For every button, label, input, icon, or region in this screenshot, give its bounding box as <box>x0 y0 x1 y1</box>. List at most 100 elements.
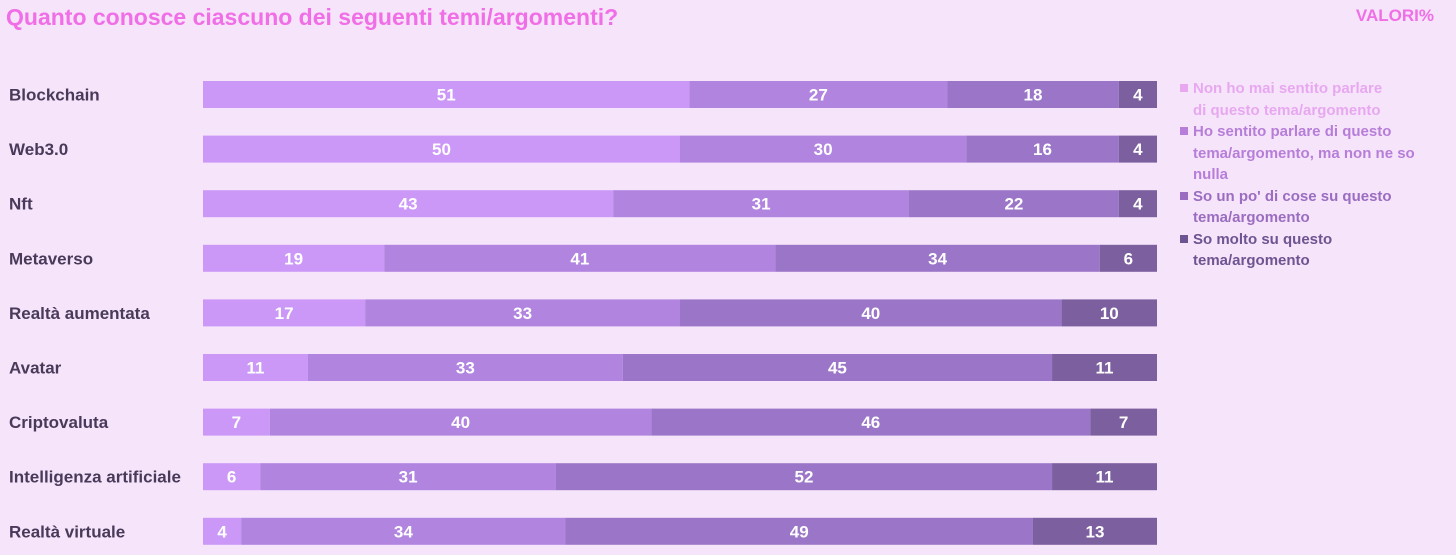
chart-title: Quanto conosce ciascuno dei seguenti tem… <box>6 4 619 30</box>
segment-value-label: 51 <box>437 86 456 105</box>
segment-value-label: 41 <box>570 249 589 268</box>
bar-segment <box>203 81 690 108</box>
segment-value-label: 40 <box>451 413 470 432</box>
bar-segment <box>555 463 1053 491</box>
bar-segment <box>1118 81 1157 108</box>
bar-row: Criptovaluta 7 40 46 7 <box>9 408 1157 436</box>
segment-value-label: 4 <box>1133 86 1143 105</box>
segment-value-label: 6 <box>227 468 236 487</box>
legend-item: So molto su questo tema/argomento <box>1180 229 1450 272</box>
bar-segment <box>1052 354 1157 381</box>
bar-segment <box>203 190 614 218</box>
bar-segment <box>966 135 1119 163</box>
segment-value-label: 33 <box>456 359 475 378</box>
segment-value-label: 34 <box>394 522 413 541</box>
segment-value-label: 45 <box>828 359 847 378</box>
bar-segment <box>1032 517 1157 545</box>
category-label: Nft <box>9 195 33 214</box>
bar-row: Realtà virtuale 4 34 49 13 <box>9 517 1157 545</box>
bar-row: Nft 43 31 22 4 <box>9 190 1157 218</box>
legend-label: Non ho mai sentito parlare di questo tema… <box>1193 80 1383 119</box>
bar-segment <box>1118 135 1157 163</box>
bar-segment <box>908 190 1119 218</box>
category-label: Web3.0 <box>9 140 68 159</box>
category-label: Criptovaluta <box>9 413 109 432</box>
segment-value-label: 34 <box>928 249 947 268</box>
bar-segment <box>565 517 1033 545</box>
bar-segment <box>651 408 1091 436</box>
segment-value-label: 50 <box>432 140 451 159</box>
bar-segment <box>203 463 261 491</box>
category-label: Intelligenza artificiale <box>9 468 181 487</box>
bar-row: Realtà aumentata 17 33 40 10 <box>9 299 1157 327</box>
bar-segment <box>365 299 680 327</box>
segment-value-label: 31 <box>399 468 418 487</box>
bar-segment <box>203 244 385 272</box>
segment-value-label: 11 <box>246 359 264 378</box>
category-label: Avatar <box>9 359 62 378</box>
segment-value-label: 6 <box>1124 249 1133 268</box>
legend-swatch <box>1180 234 1188 243</box>
legend-item: Ho sentito parlare di questo tema/argomen… <box>1180 121 1450 186</box>
segment-value-label: 18 <box>1024 86 1043 105</box>
legend-item: Non ho mai sentito parlare di questo tema… <box>1180 78 1450 121</box>
legend-item: So un po' di cose su questo tema/argoment… <box>1180 186 1450 229</box>
bar-segment <box>203 517 242 545</box>
segment-value-label: 13 <box>1086 522 1105 541</box>
bar-segment <box>775 244 1100 272</box>
bar-row: Web3.0 50 30 16 4 <box>9 135 1157 163</box>
bar-segment <box>384 244 776 272</box>
segment-value-label: 7 <box>1119 413 1128 432</box>
bar-segment <box>260 463 556 491</box>
bar-row: Blockchain 51 27 18 4 <box>9 81 1157 108</box>
legend-label: So un po' di cose su questo tema/argoment… <box>1193 187 1392 227</box>
legend-label: Ho sentito parlare di questo tema/argomen… <box>1193 123 1415 183</box>
legend-swatch <box>1180 84 1188 92</box>
unit-label: VALORI% <box>1355 6 1434 25</box>
bar-segment <box>1118 190 1157 218</box>
segment-value-label: 46 <box>861 413 880 432</box>
segment-value-label: 19 <box>284 249 303 268</box>
segment-value-label: 11 <box>1096 359 1114 378</box>
segment-value-label: 4 <box>217 522 227 541</box>
segment-value-label: 4 <box>1133 195 1143 214</box>
segment-value-label: 52 <box>795 468 814 487</box>
segment-value-label: 30 <box>814 140 833 159</box>
legend-swatch <box>1180 191 1188 200</box>
bar-segment <box>1052 463 1157 491</box>
bar-segment <box>947 81 1119 108</box>
segment-value-label: 33 <box>513 304 532 323</box>
segment-value-label: 22 <box>1004 195 1023 214</box>
bar-segment <box>269 408 652 436</box>
segment-value-label: 17 <box>275 304 294 323</box>
bar-segment <box>203 299 366 327</box>
segment-value-label: 27 <box>809 86 828 105</box>
category-label: Realtà aumentata <box>9 304 150 323</box>
bar-segment <box>622 354 1053 381</box>
stacked-bar-chart: Blockchain 51 27 18 4 Web3.0 50 30 16 4 Nft 43 31 22 4… <box>9 81 1157 545</box>
bar-segment <box>1090 408 1157 436</box>
bar-segment <box>613 190 909 218</box>
chart-legend: Non ho mai sentito parlare di questo tema… <box>1180 78 1450 272</box>
segment-value-label: 10 <box>1100 304 1119 323</box>
legend-label: So molto su questo tema/argomento <box>1193 230 1333 270</box>
bar-segment <box>680 135 967 163</box>
category-label: Metaverso <box>9 249 93 268</box>
segment-value-label: 4 <box>1133 140 1143 159</box>
category-label: Blockchain <box>9 86 100 105</box>
segment-value-label: 49 <box>790 522 809 541</box>
category-label: Realtà virtuale <box>9 522 125 541</box>
bar-row: Intelligenza artificiale 6 31 52 11 <box>9 463 1157 491</box>
bar-segment <box>241 517 566 545</box>
segment-value-label: 16 <box>1033 140 1052 159</box>
bar-segment <box>680 299 1062 327</box>
bar-segment <box>307 354 623 381</box>
legend-swatch <box>1180 127 1188 135</box>
bar-segment <box>1061 299 1157 327</box>
segment-value-label: 11 <box>1096 468 1114 487</box>
bar-row: Avatar 11 33 45 11 <box>9 354 1157 381</box>
segment-value-label: 43 <box>399 195 418 214</box>
segment-value-label: 31 <box>752 195 771 214</box>
bar-segment <box>203 354 308 381</box>
bar-row: Metaverso 19 41 34 6 <box>9 244 1157 272</box>
